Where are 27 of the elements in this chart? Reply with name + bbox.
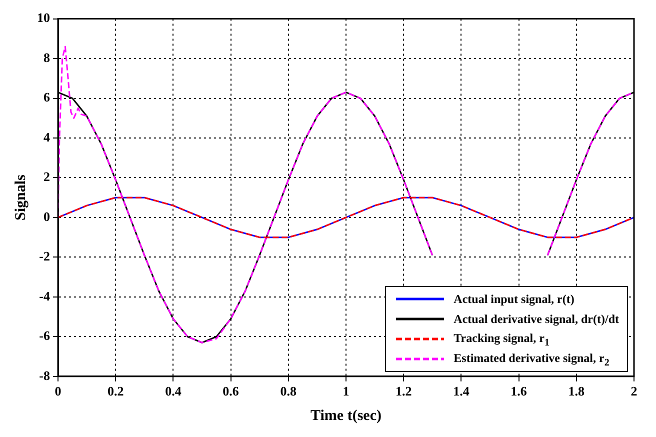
- x-tick-label: 1.6: [510, 384, 528, 399]
- y-tick-label: 4: [44, 129, 50, 144]
- y-tick-label: 0: [44, 208, 50, 224]
- x-tick-label: 0.6: [222, 384, 240, 399]
- legend-label: Actual derivative signal, dr(t)/dt: [454, 312, 619, 327]
- x-tick-label: 1: [342, 384, 350, 399]
- x-tick-label: 0: [54, 384, 62, 399]
- x-tick-label: 0.2: [107, 384, 124, 399]
- y-axis-title: Signals: [12, 174, 29, 221]
- y-tick-label: -6: [39, 328, 50, 344]
- y-tick-label: 6: [44, 90, 50, 105]
- x-tick-label: 1.8: [568, 384, 586, 399]
- y-tick-label: -8: [39, 368, 50, 383]
- legend-label: Tracking signal, r$_{1}$: [454, 330, 550, 348]
- y-tick-label: 8: [44, 50, 50, 65]
- y-tick-label: -4: [39, 288, 50, 304]
- x-tick-label: 0.4: [165, 384, 182, 399]
- legend-label: Actual input signal, r(t): [454, 292, 574, 307]
- x-tick-label: 1.4: [453, 384, 470, 399]
- x-tick-label: 0.8: [280, 384, 298, 399]
- x-tick-label: 2: [630, 384, 638, 399]
- y-tick-label: -2: [39, 248, 50, 264]
- legend-label: Estimated derivative signal, r$_{2}$: [454, 350, 610, 368]
- x-axis-title: Time t(sec): [310, 408, 382, 424]
- y-tick-label: 2: [44, 169, 50, 184]
- x-tick-label: 1.2: [395, 384, 412, 399]
- y-tick-label: 10: [37, 10, 50, 26]
